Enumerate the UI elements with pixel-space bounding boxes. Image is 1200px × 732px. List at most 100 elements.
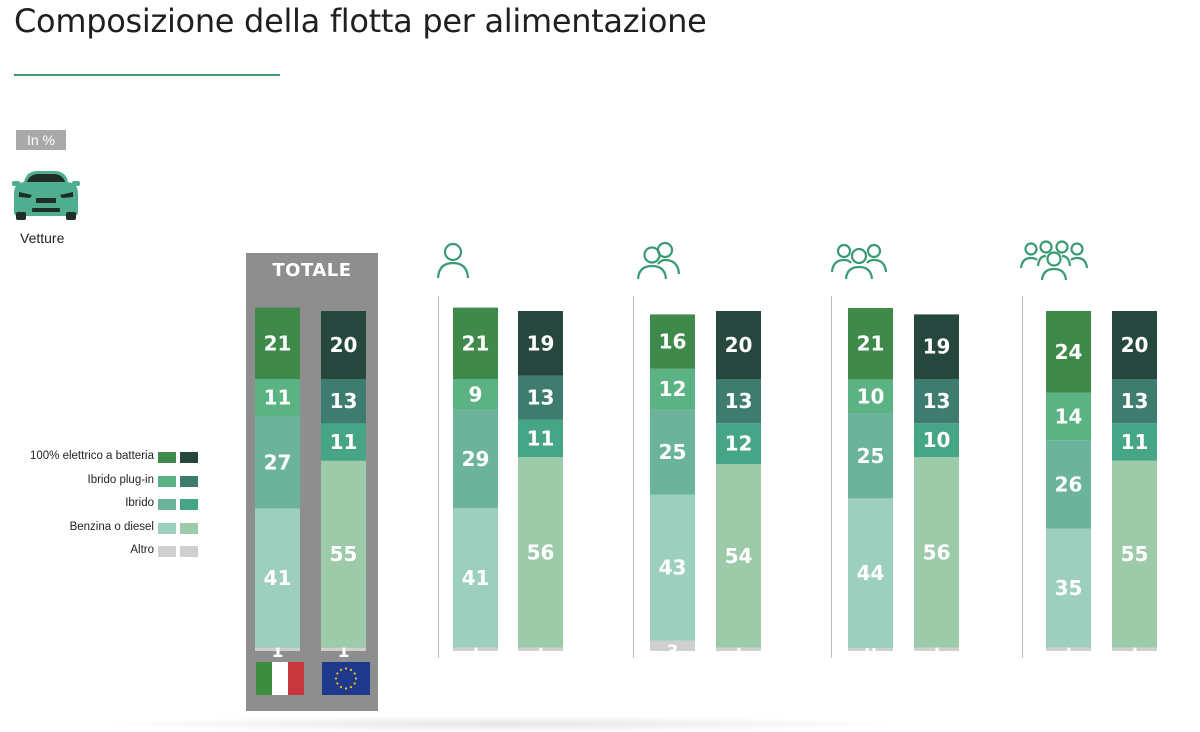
legend-swatch-italia (158, 499, 176, 510)
eu-star-icon (349, 668, 353, 671)
legend-swatch-italia (158, 546, 176, 557)
data-label: 20 (330, 333, 358, 357)
data-label: 12 (725, 432, 753, 456)
legend-label: Benzina o diesel (69, 520, 154, 533)
bar-segment-bev (1112, 311, 1157, 379)
legend-label: Altro (130, 544, 154, 556)
data-label: 1 (272, 642, 284, 662)
data-label: 25 (659, 440, 687, 464)
data-label: 13 (725, 389, 753, 413)
data-label: 29 (462, 447, 490, 471)
data-label: 13 (1121, 389, 1149, 413)
bar-segment-phev (255, 379, 300, 417)
eu-flag-icon (322, 662, 370, 695)
data-label: 26 (1055, 472, 1083, 496)
eu-star-icon (334, 677, 338, 680)
data-label: 41 (462, 566, 490, 590)
data-label: 13 (527, 386, 555, 410)
title-underline (14, 74, 280, 76)
eu-star-icon (336, 682, 339, 685)
data-label: 43 (659, 556, 687, 580)
three-people-icon (830, 243, 888, 280)
data-label: 55 (330, 542, 358, 566)
eu-star-icon (339, 686, 343, 689)
data-label: 1 (470, 642, 482, 662)
bar-segment-hev (1112, 423, 1157, 461)
italy-flag-icon (256, 662, 304, 695)
legend-item-phev: Ibrido plug-in (0, 474, 198, 498)
bar-segment-ice (848, 498, 893, 648)
data-label: 11 (330, 430, 358, 454)
eu-star-icon (354, 677, 358, 680)
bar-segment-phev (914, 379, 959, 424)
bar-segment-hev (1046, 440, 1091, 529)
legend-item-other: Altro (0, 544, 198, 568)
bar-segment-phev (1046, 392, 1091, 441)
bar-segment-phev (848, 379, 893, 414)
bar-segment-ice (1046, 528, 1091, 648)
legend-swatch-europa (180, 499, 198, 510)
bar-segment-bev (321, 311, 366, 379)
data-label: 21 (857, 332, 885, 356)
data-label: 10 (923, 428, 951, 452)
single-person-icon (436, 242, 470, 279)
data-label: 56 (527, 540, 555, 564)
data-label: 21 (462, 331, 490, 355)
bar-segment-bev (255, 307, 300, 379)
data-label: 13 (330, 389, 358, 413)
bar-segment-other (848, 648, 893, 651)
legend-swatch-italia (158, 452, 176, 463)
bar-segment-bev (914, 314, 959, 379)
legend-label: Ibrido (125, 497, 154, 509)
unit-badge: In % (16, 130, 66, 150)
legend-swatch-europa (180, 546, 198, 557)
legend-swatch-italia (158, 522, 176, 534)
bar-segment-ice (716, 464, 761, 648)
data-label: 41 (264, 566, 292, 590)
legend: 100% elettrico a batteria Ibrido plug-in… (0, 450, 198, 568)
bar-segment-other (716, 647, 761, 651)
bottom-shadow (90, 716, 910, 732)
eu-star-icon (349, 686, 353, 689)
data-label: 27 (264, 450, 292, 474)
legend-swatch-europa (180, 452, 198, 463)
two-people-icon (636, 241, 681, 280)
bar-segment-bev (1046, 311, 1091, 393)
legend-swatch-europa (180, 475, 198, 487)
group-divider (1022, 296, 1023, 658)
data-label: 1 (1129, 642, 1141, 662)
data-label: 11 (264, 386, 292, 410)
data-label: 21 (264, 331, 292, 355)
legend-item-ice: Benzina o diesel (0, 521, 198, 545)
bar-segment-other (1112, 647, 1157, 651)
data-label: 16 (659, 330, 687, 354)
legend-swatch-italia (158, 475, 176, 487)
bar-segment-bev (716, 311, 761, 379)
data-label: 9 (469, 382, 483, 406)
totale-label: TOTALE (272, 260, 352, 281)
data-label: 56 (923, 540, 951, 564)
bar-segment-bev (650, 314, 695, 369)
data-label: 19 (527, 331, 555, 355)
four-people-icon (1020, 240, 1088, 281)
bar-segment-other (914, 647, 959, 651)
data-label: 19 (923, 335, 951, 359)
bar-segment-bev (453, 307, 498, 379)
bar-segment-hev (518, 419, 563, 458)
bar-segment-other (321, 647, 366, 651)
bar-segment-hev (914, 423, 959, 458)
bar-segment-ice (1112, 460, 1157, 648)
bar-segment-hev (848, 413, 893, 499)
legend-item-hev: Ibrido (0, 497, 198, 521)
data-label: 20 (725, 333, 753, 357)
bar-segment-phev (321, 379, 366, 424)
data-label: 3 (667, 642, 679, 662)
legend-label: 100% elettrico a batteria (29, 450, 154, 462)
group-divider (831, 296, 832, 658)
bar-segment-phev (453, 379, 498, 410)
data-label: 14 (1055, 404, 1083, 428)
bar-segment-phev (518, 375, 563, 420)
data-label: 11 (1121, 430, 1149, 454)
data-label: 1 (338, 642, 350, 662)
